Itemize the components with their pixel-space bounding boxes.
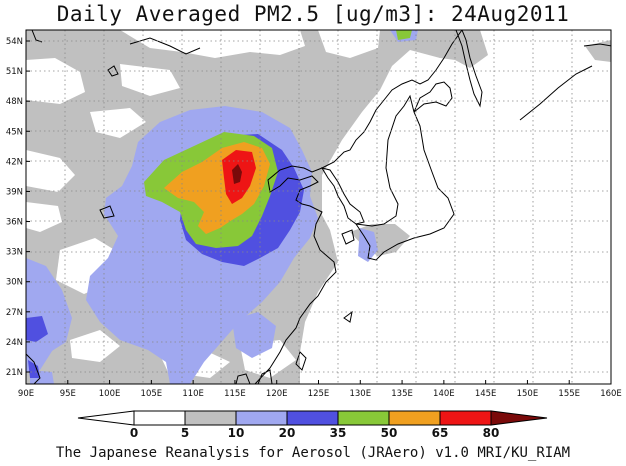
lat-tick-label: 54N	[6, 37, 23, 47]
lat-tick-label: 24N	[6, 338, 23, 348]
colorbar-segment	[439, 410, 492, 426]
lon-tick-label: 140E	[433, 389, 455, 399]
lon-tick-label: 100E	[99, 389, 121, 399]
colorbar: 0 5 10 20 35 50 65 80	[77, 410, 548, 440]
lat-tick-label: 39N	[6, 187, 23, 197]
pm25-band-80-plus	[232, 164, 242, 184]
lat-tick-label: 30N	[6, 278, 23, 288]
colorbar-level-label: 20	[279, 426, 296, 440]
lat-tick-label: 48N	[6, 97, 23, 107]
lon-tick-label: 150E	[517, 389, 539, 399]
lon-tick-label: 125E	[308, 389, 330, 399]
lat-tick-label: 21N	[6, 368, 23, 378]
lat-tick-label: 51N	[6, 67, 23, 77]
lon-tick-label: 160E	[600, 389, 622, 399]
colorbar-segment	[235, 410, 288, 426]
map-graticule	[26, 30, 611, 384]
colorbar-level-label: 50	[381, 426, 398, 440]
lat-tick-label: 33N	[6, 248, 23, 258]
lon-tick-label: 155E	[558, 389, 580, 399]
colorbar-level-label: 10	[228, 426, 245, 440]
lon-tick-label: 120E	[266, 389, 288, 399]
lon-tick-label: 90E	[18, 389, 34, 399]
lat-tick-label: 42N	[6, 157, 23, 167]
colorbar-level-label: 65	[432, 426, 449, 440]
colorbar-level-label: 5	[181, 426, 189, 440]
colorbar-level-label: 0	[130, 426, 138, 440]
lon-tick-label: 130E	[349, 389, 371, 399]
lon-tick-label: 145E	[475, 389, 497, 399]
lon-tick-label: 95E	[60, 389, 76, 399]
colorbar-segment	[337, 410, 390, 426]
lon-tick-label: 135E	[391, 389, 413, 399]
map-title: Daily Averaged PM2.5 [ug/m3]: 24Aug2011	[56, 2, 570, 26]
lat-tick-label: 36N	[6, 218, 23, 228]
colorbar-segment	[388, 410, 441, 426]
coastlines	[26, 30, 611, 384]
colorbar-segment	[184, 410, 237, 426]
lon-tick-label: 105E	[141, 389, 163, 399]
colorbar-level-label: 35	[330, 426, 347, 440]
colorbar-level-label: 80	[483, 426, 500, 440]
lat-tick-label: 45N	[6, 127, 23, 137]
colorbar-segment	[286, 410, 339, 426]
lon-tick-label: 115E	[224, 389, 246, 399]
colorbar-over-arrow	[490, 410, 548, 426]
footer-credit: The Japanese Reanalysis for Aerosol (JRA…	[55, 445, 571, 461]
lat-tick-label: 27N	[6, 308, 23, 318]
lon-tick-labels: 90E 95E 100E 105E 110E 115E 120E 125E 130E 135E 14…	[18, 380, 622, 399]
colorbar-segment	[133, 410, 186, 426]
lon-tick-label: 110E	[182, 389, 204, 399]
lat-tick-labels: 54N 51N 48N 45N 42N 39N 36N 33N 30N 27N 24N 21N	[6, 37, 30, 378]
colorbar-under-arrow	[77, 410, 135, 426]
